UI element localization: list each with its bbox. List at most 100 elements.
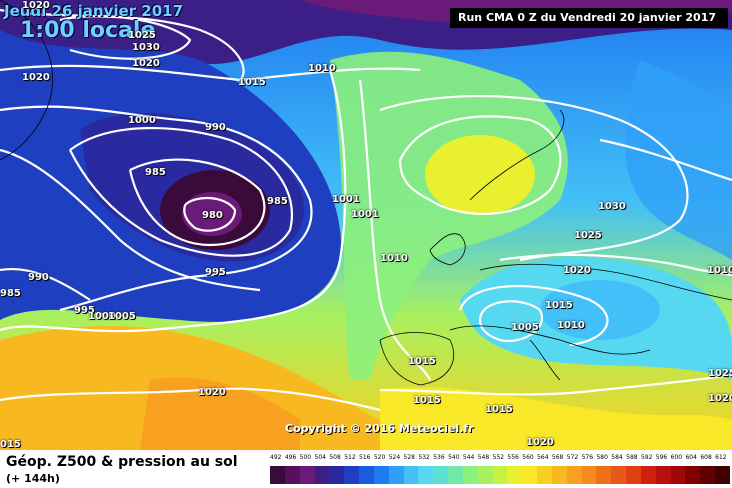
isobar-label: 1015	[238, 77, 266, 88]
east-blue	[625, 60, 732, 260]
scale-tick: 540	[448, 454, 460, 461]
south-yellow	[380, 387, 732, 450]
scale-tick: 524	[388, 454, 401, 461]
scale-swatch	[685, 466, 701, 484]
isobar-line	[183, 197, 237, 232]
scale-swatch	[700, 466, 716, 484]
isobar-line	[0, 105, 313, 312]
scale-swatch	[611, 466, 627, 484]
scale-tick: 608	[700, 454, 712, 461]
isobar-label: 1020	[198, 387, 226, 398]
isobar-line	[59, 14, 192, 60]
isobar-label: 1020	[22, 0, 50, 11]
scale-tick: 584	[611, 454, 623, 461]
scale-tick: 536	[433, 454, 445, 461]
isobar-label: 015	[0, 439, 21, 450]
coastlines	[0, 0, 732, 386]
isobar-label: 1020	[563, 265, 591, 276]
scale-tick: 512	[344, 454, 356, 461]
isobar-line	[0, 148, 261, 292]
isobar-line	[69, 127, 293, 257]
isobar-label: 1005	[108, 311, 136, 322]
ridge-green	[330, 51, 568, 380]
isobar-label: 1020	[526, 437, 554, 448]
scale-swatch	[403, 466, 419, 484]
scale-swatch	[670, 466, 686, 484]
scale-tick: 592	[640, 454, 653, 461]
scale-swatch	[373, 466, 390, 484]
legend-subtitle: (+ 144h)	[6, 472, 60, 485]
isobar-line	[0, 387, 381, 412]
isobar-label: 995	[74, 305, 95, 316]
scale-swatch	[626, 466, 642, 484]
scale-tick: 548	[477, 454, 490, 461]
scale-swatch	[715, 466, 731, 484]
scale-swatch	[462, 466, 479, 484]
isobar-label: 1000	[88, 311, 116, 322]
map-canvas	[0, 0, 732, 450]
isobar-label: 1025	[128, 30, 156, 41]
scale-swatch	[299, 466, 315, 484]
scale-tick: 504	[314, 454, 326, 461]
scale-tick: 568	[551, 454, 564, 461]
isobar-label: 985	[0, 288, 21, 299]
coastline-italy	[529, 339, 561, 381]
coastline-mediterranean	[449, 325, 651, 355]
scale-tick: 556	[507, 454, 519, 461]
scale-tick: 572	[566, 454, 579, 461]
scale-tick: 492	[270, 454, 282, 461]
scale-tick: 508	[329, 454, 341, 461]
isobar-line	[0, 64, 421, 82]
scale-swatch	[284, 466, 301, 484]
scale-swatch	[418, 466, 434, 484]
scale-swatch	[655, 466, 672, 484]
isobar-line	[0, 8, 245, 81]
copyright-text: Copyright © 2016 Meteociel.fr	[285, 422, 474, 435]
isobar-line	[128, 158, 266, 247]
scale-tick: 516	[359, 454, 371, 461]
legend-title: Géop. Z500 & pression au sol	[6, 454, 238, 470]
coastline-scandinavia	[469, 109, 565, 201]
isobar-line	[398, 115, 562, 215]
scale-swatch	[388, 466, 405, 484]
forecast-time: 1:00 locale	[20, 18, 156, 43]
isobar-label: 980	[202, 210, 223, 221]
scale-swatch	[537, 466, 553, 484]
subtropical-deep	[140, 377, 300, 450]
cutoff-blue	[540, 280, 660, 340]
scale-tick: 600	[670, 454, 683, 461]
scale-tick: 588	[626, 454, 638, 461]
isobar-label: 1030	[132, 42, 160, 53]
scale-swatch	[344, 466, 360, 484]
isobar-label: 1015	[485, 404, 513, 415]
scale-swatch	[477, 466, 494, 484]
scale-swatch	[492, 466, 508, 484]
scale-swatch	[581, 466, 597, 484]
scale-swatch	[522, 466, 538, 484]
scale-tick: 604	[685, 454, 697, 461]
isobar-label: 985	[267, 196, 288, 207]
isobar-label: 1010	[557, 320, 585, 331]
isobar-label: 1005	[511, 322, 539, 333]
isobar-label: 1015	[413, 395, 441, 406]
isobar-label: 1020	[22, 72, 50, 83]
scale-swatch	[507, 466, 523, 484]
isobar-label: 1015	[408, 356, 436, 367]
scale-tick: 560	[522, 454, 534, 461]
scale-swatch	[566, 466, 583, 484]
ridge-yellow-scandinavia	[425, 135, 535, 215]
isobar-line	[0, 69, 347, 333]
scale-tick: 552	[492, 454, 505, 461]
coastline-central-europe	[479, 263, 732, 301]
scale-swatch	[596, 466, 612, 484]
scale-tick: 564	[537, 454, 549, 461]
isobars	[0, 8, 732, 412]
scale-tick: 544	[462, 454, 475, 461]
isobar-label: 1015	[545, 300, 573, 311]
isobar-line	[379, 373, 732, 396]
scale-tick: 496	[284, 454, 297, 461]
isobar-line	[0, 268, 91, 301]
isobar-label: 985	[145, 167, 166, 178]
isobar-label: 1025	[574, 230, 602, 241]
isobar-label: 1001	[351, 209, 379, 220]
